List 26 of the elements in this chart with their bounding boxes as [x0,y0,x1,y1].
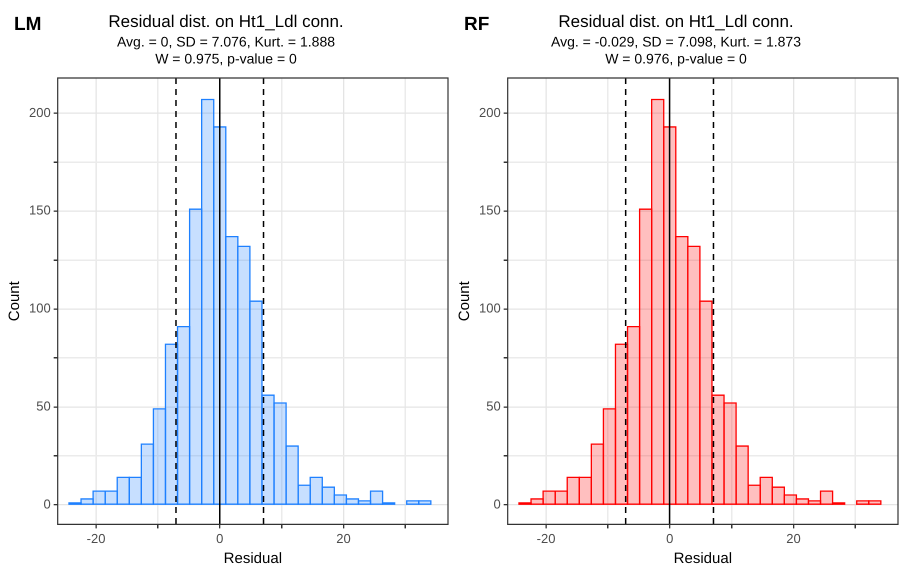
y-tick-label: 100 [478,300,501,316]
chart-title: Residual dist. on Ht1_Ldl conn. [558,12,794,31]
x-axis-title: Residual [674,550,732,568]
text: LM [14,14,42,36]
y-axis-title: Count [456,280,474,322]
x-tick-label: 20 [336,530,351,546]
y-tick-label: 50 [486,398,501,414]
y-tick-label: 100 [28,300,51,316]
x-tick-label: 20 [786,530,801,546]
y-axis-title: Count [6,280,24,322]
y-tick-label: 200 [478,104,501,120]
chart-subtitle: Avg. = -0.029, SD = 7.098, Kurt. = 1.873 W = 0.976, p-value = 0 [551,34,802,66]
x-tick-label: 0 [216,530,224,546]
chart-subtitle: Avg. = 0, SD = 7.076, Kurt. = 1.888 W = 0.975, p-value = 0 [116,34,336,66]
x-tick-label: 0 [666,530,674,546]
text: RF [464,14,490,36]
y-tick-label: 200 [28,104,51,120]
x-tick-label: -20 [86,530,106,546]
y-tick-label: 0 [43,496,51,512]
y-tick-label: 150 [478,202,501,218]
x-tick-label: -20 [536,530,556,546]
x-axis-title: Residual [224,550,282,568]
chart-title: Residual dist. on Ht1_Ldl conn. [108,12,344,31]
y-tick-label: 150 [28,202,51,218]
y-tick-label: 50 [36,398,51,414]
y-tick-label: 0 [493,496,501,512]
